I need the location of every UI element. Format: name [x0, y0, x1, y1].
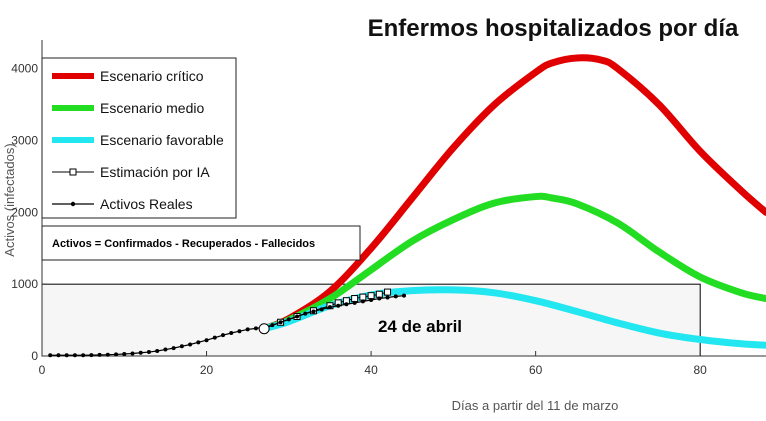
series-point-activos-reales	[369, 297, 374, 302]
series-point-activos-reales	[286, 317, 291, 322]
series-marker-estimacion-por-ia	[384, 288, 392, 296]
x-tick-label: 20	[200, 363, 214, 377]
series-point-activos-reales	[344, 302, 349, 307]
series-point-activos-reales	[336, 303, 341, 308]
series-marker-estimacion-por-ia	[367, 292, 375, 300]
x-tick-label: 60	[529, 363, 543, 377]
series-point-activos-reales	[402, 293, 406, 298]
note-box: Activos = Confirmados - Recuperados - Fa…	[41, 225, 361, 261]
series-point-activos-reales	[196, 340, 201, 345]
legend-label-activos-reales: Activos Reales	[100, 196, 193, 212]
series-point-activos-reales	[146, 350, 151, 355]
series-point-activos-reales	[278, 320, 283, 325]
series-point-activos-reales	[171, 346, 176, 351]
series-point-activos-reales	[295, 314, 300, 319]
legend: Escenario crítico Escenario medio Escenari…	[41, 57, 237, 219]
y-tick-label: 4000	[11, 62, 38, 76]
series-point-activos-reales	[114, 352, 119, 357]
series-point-activos-reales	[138, 350, 143, 355]
series-point-activos-reales	[72, 353, 77, 358]
series-point-activos-reales	[377, 296, 382, 301]
legend-items: Escenario crítico Escenario medio Escenari…	[52, 68, 224, 212]
series-layer	[48, 54, 766, 358]
series-marker-estimacion-por-ia	[375, 290, 383, 298]
series-point-activos-reales	[311, 309, 316, 314]
series-point-activos-reales	[253, 326, 258, 331]
date-annotation: 24 de abril	[378, 317, 462, 336]
x-axis-label: Días a partir del 11 de marzo	[452, 398, 619, 413]
series-point-activos-reales	[303, 311, 308, 316]
legend-label-escenario-critico: Escenario crítico	[100, 68, 204, 84]
series-point-activos-reales	[81, 353, 86, 358]
series-point-activos-reales	[56, 353, 61, 358]
series-marker-estimacion-por-ia	[351, 295, 359, 303]
chart-title: Enfermos hospitalizados por día	[368, 15, 739, 42]
x-tick-label: 40	[364, 363, 378, 377]
series-point-activos-reales	[393, 294, 398, 299]
series-line-escenario-critico	[260, 54, 766, 333]
series-point-activos-reales	[204, 338, 209, 343]
series-point-activos-reales	[105, 352, 110, 357]
series-point-activos-reales	[163, 347, 168, 352]
series-point-activos-reales	[179, 344, 184, 349]
series-point-activos-reales	[385, 295, 390, 300]
series-point-activos-reales	[237, 329, 242, 334]
y-tick-label: 1000	[11, 277, 38, 291]
legend-label-escenario-medio: Escenario medio	[100, 100, 204, 116]
series-point-activos-reales	[48, 353, 53, 358]
series-point-activos-reales	[360, 299, 365, 304]
series-point-activos-reales	[130, 351, 135, 356]
series-point-activos-reales	[229, 331, 234, 336]
y-tick-label: 3000	[11, 134, 38, 148]
x-tick-label: 80	[694, 363, 708, 377]
series-point-activos-reales	[188, 342, 193, 347]
series-point-activos-reales	[352, 300, 357, 305]
series-marker-estimacion-por-ia	[359, 293, 367, 301]
series-point-activos-reales	[64, 353, 69, 358]
series-point-activos-reales	[270, 323, 275, 328]
series-point-activos-reales	[122, 351, 127, 356]
series-point-activos-reales	[327, 305, 332, 310]
y-axis-label: Activos (infectados)	[2, 143, 17, 256]
series-point-activos-reales	[212, 335, 217, 340]
series-point-activos-reales	[155, 348, 160, 353]
legend-marker-activos-reales	[70, 201, 76, 207]
legend-label-escenario-favorable: Escenario favorable	[100, 132, 224, 148]
legend-marker-estimacion-por-ia	[69, 168, 77, 176]
series-point-activos-reales	[89, 353, 94, 358]
y-tick-label: 2000	[11, 205, 38, 219]
series-point-activos-reales	[319, 307, 324, 312]
series-point-activos-reales	[97, 352, 102, 357]
series-point-activos-reales	[245, 327, 250, 332]
x-tick-label: 0	[39, 363, 46, 377]
series-line-escenario-medio	[260, 192, 766, 333]
note-frame	[41, 225, 361, 261]
legend-label-estimacion-por-ia: Estimación por IA	[100, 164, 210, 180]
note-text: Activos = Confirmados - Recuperados - Fa…	[52, 238, 315, 250]
branch-point-marker	[258, 323, 270, 335]
series-point-activos-reales	[221, 333, 225, 338]
y-tick-label: 0	[31, 349, 38, 363]
